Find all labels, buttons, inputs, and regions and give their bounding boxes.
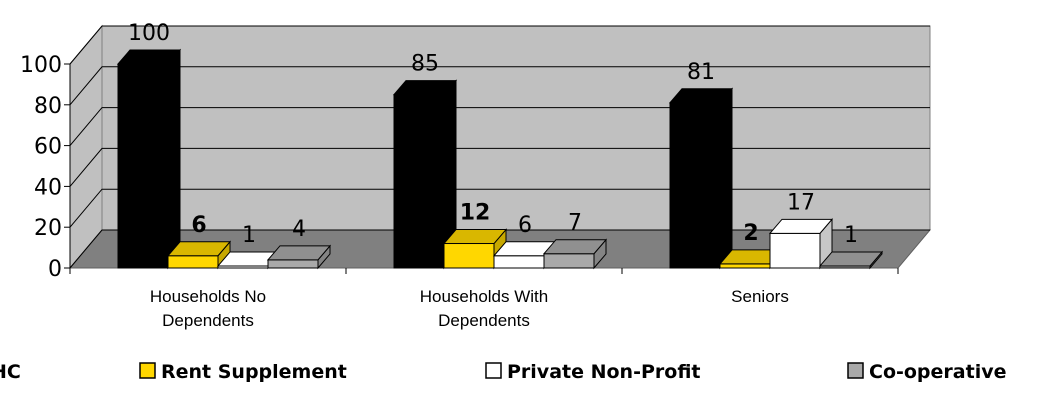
bar <box>166 240 232 270</box>
legend-item: HC <box>0 361 21 383</box>
data-label: 4 <box>292 217 306 242</box>
bar-front <box>117 63 169 269</box>
bar-front <box>393 94 445 269</box>
gridline <box>69 188 930 228</box>
y-tick-label: 40 <box>34 175 62 200</box>
legend-swatch <box>847 362 864 379</box>
bar-front <box>493 255 545 269</box>
y-tick-label: 20 <box>34 216 62 241</box>
legend-label: Private Non-Profit <box>507 361 700 383</box>
bar <box>266 244 332 270</box>
gridline <box>69 66 930 106</box>
bar-front <box>719 263 771 269</box>
data-label: 2 <box>743 221 758 246</box>
data-label: 1 <box>242 223 256 248</box>
gridline <box>69 147 930 187</box>
bar <box>668 87 734 270</box>
bar <box>818 250 884 270</box>
bar-front <box>443 243 495 269</box>
bar <box>392 79 458 270</box>
bar-side <box>719 87 733 270</box>
bar-top <box>166 241 232 257</box>
data-labels: 100 6 1 4 85 12 6 7 81 2 17 1 <box>128 21 858 248</box>
data-label: 100 <box>128 21 170 46</box>
gridline <box>69 25 930 65</box>
data-label: 6 <box>518 213 532 238</box>
gridline <box>69 229 930 269</box>
bar-top <box>668 88 734 104</box>
side-wall <box>69 24 103 270</box>
legend-label: Rent Supplement <box>161 361 347 383</box>
bar-top <box>542 239 608 255</box>
data-label: 1 <box>844 223 858 248</box>
legend-item: Private Non-Profit <box>485 361 700 383</box>
legend-item: Rent Supplement <box>139 361 347 383</box>
x-category-label: Households With Dependents <box>420 287 549 330</box>
legend-swatch <box>485 362 502 379</box>
bar-top <box>392 80 458 96</box>
data-label: 7 <box>568 211 582 236</box>
y-tick-label: 60 <box>34 135 62 160</box>
bar-front <box>267 259 319 269</box>
data-label: 17 <box>787 190 815 215</box>
bar-top <box>266 245 332 261</box>
legend-label: Co-operative <box>869 361 1006 383</box>
bar <box>116 48 182 270</box>
data-label: 85 <box>411 52 439 77</box>
legend: HC Rent Supplement Private Non-Profit Co-op… <box>0 361 1006 383</box>
y-tick-label: 100 <box>20 53 62 78</box>
bar-front <box>167 255 219 269</box>
legend-item: Co-operative <box>847 361 1006 383</box>
axes: 0 20 40 60 80 100 Households No Dependents House… <box>20 53 899 330</box>
bar <box>768 217 834 270</box>
y-tick-label: 0 <box>48 257 62 282</box>
data-label: 12 <box>460 201 491 226</box>
bar-side <box>167 48 181 270</box>
bar-front <box>769 232 821 269</box>
x-category-label: Households No Dependents <box>150 287 266 330</box>
bars <box>116 48 884 270</box>
legend-swatch <box>139 362 156 379</box>
gridline <box>69 107 930 146</box>
gridlines <box>69 25 930 269</box>
bar-top <box>768 218 834 234</box>
bar-top <box>442 229 508 245</box>
bar-front <box>669 102 721 269</box>
bar <box>542 238 608 270</box>
y-tick-label: 80 <box>34 94 62 119</box>
bar-top <box>818 251 884 267</box>
bar-front <box>543 253 595 269</box>
bar-top <box>116 49 182 65</box>
data-label: 81 <box>687 60 715 85</box>
legend-label: HC <box>0 361 21 383</box>
x-category-label: Seniors <box>731 287 789 306</box>
data-label: 6 <box>191 213 206 238</box>
